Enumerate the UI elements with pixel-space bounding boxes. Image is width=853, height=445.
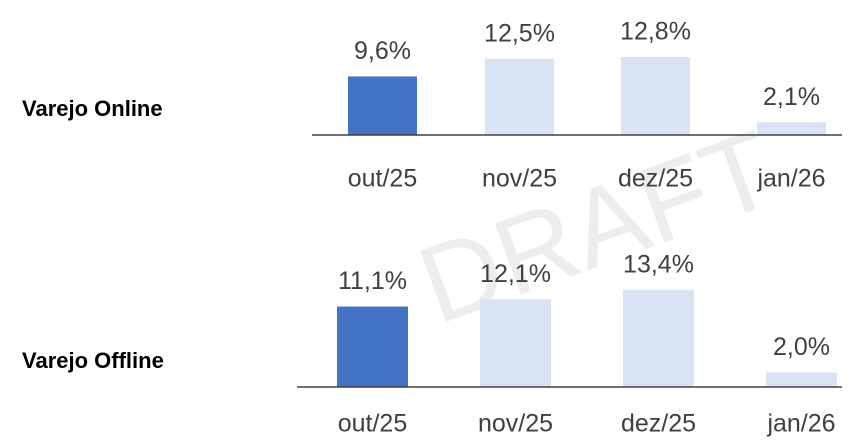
watermark: DRAFT <box>404 107 791 348</box>
x-tick-label: jan/26 <box>766 410 835 438</box>
x-tick-label: dez/25 <box>618 165 693 193</box>
value-label: 13,4% <box>623 250 694 278</box>
bar <box>623 289 694 387</box>
value-label: 12,1% <box>480 260 551 288</box>
value-label: 12,8% <box>620 18 691 46</box>
bar <box>480 299 551 387</box>
value-label: 2,1% <box>763 83 820 111</box>
bar <box>485 58 554 135</box>
value-label: 11,1% <box>338 267 407 295</box>
x-tick-label: nov/25 <box>482 165 557 193</box>
x-tick-label: nov/25 <box>478 410 553 438</box>
bar <box>757 122 826 135</box>
bar <box>348 76 417 135</box>
x-tick-label: dez/25 <box>621 410 696 438</box>
x-tick-label: out/25 <box>348 165 418 193</box>
row-title: Varejo Online <box>22 96 163 121</box>
bar <box>337 306 408 387</box>
bar <box>621 56 690 135</box>
row-title: Varejo Offline <box>22 348 164 373</box>
value-label: 2,0% <box>773 333 830 361</box>
bar <box>766 372 837 387</box>
x-tick-label: out/25 <box>338 410 408 438</box>
value-label: 9,6% <box>354 37 411 65</box>
value-label: 12,5% <box>484 19 555 47</box>
x-tick-label: jan/26 <box>756 165 825 193</box>
